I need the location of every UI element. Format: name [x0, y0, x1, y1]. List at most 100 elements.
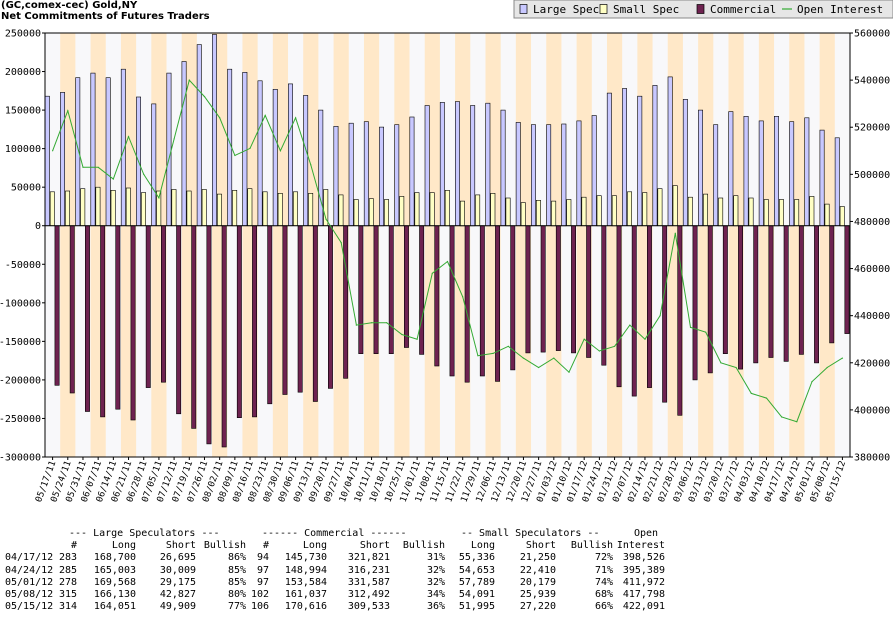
bar-small-spec [794, 199, 800, 227]
column-header-large-short: Short [165, 540, 196, 552]
bar-commercial [236, 225, 242, 418]
open-interest-point [614, 345, 616, 347]
cell-open-interest: 395,389 [622, 564, 665, 576]
bar-commercial [753, 225, 759, 364]
left-axis: 250000 200000 150000 100000 50000 0 -50000 -100… [0, 29, 45, 464]
open-interest-point [659, 315, 661, 317]
bar-small-spec [809, 196, 815, 226]
right-tick-label: 480000 [854, 217, 890, 228]
open-interest-point [264, 114, 266, 116]
left-tick-label: 200000 [5, 67, 41, 78]
bar-commercial [358, 225, 364, 354]
open-interest-point [82, 166, 84, 168]
cell-comm-long: 153,584 [284, 576, 327, 588]
open-interest-point [553, 357, 555, 359]
bar-small-spec [566, 199, 572, 227]
bar-commercial [327, 225, 333, 389]
right-tick-label: 460000 [854, 264, 890, 275]
bar-small-spec [414, 192, 420, 227]
bar-large-spec [105, 77, 111, 226]
open-interest-point [522, 357, 525, 359]
column-header-small-short: Short [525, 540, 556, 552]
bar-large-spec [424, 105, 430, 227]
bar-large-spec [530, 124, 536, 226]
bar-small-spec [308, 193, 314, 227]
bar-small-spec [277, 193, 283, 227]
cell-comm-short: 316,231 [347, 564, 390, 576]
open-interest-point [462, 296, 464, 298]
cell-comm-count: 94 [256, 552, 269, 564]
bar-large-spec [713, 124, 719, 226]
bar-large-spec [789, 121, 795, 227]
cot-table: --- Large Speculators --- ------ Commerc… [0, 528, 700, 613]
column-header-open-interest: Interest [616, 540, 665, 552]
column-header-comm-short: Short [359, 540, 390, 552]
open-interest-point [629, 324, 631, 326]
bar-commercial [419, 225, 425, 355]
bar-commercial [115, 225, 121, 410]
bar-small-spec [718, 197, 724, 227]
cell-small-long: 57,789 [458, 576, 495, 588]
cell-small-long: 54,091 [458, 588, 495, 600]
bar-commercial [479, 225, 485, 377]
bar-large-spec [698, 109, 704, 226]
cell-date: 04/24/12 [5, 564, 54, 576]
cell-large-bullish: 80% [227, 588, 246, 600]
bar-commercial [798, 225, 804, 355]
bar-commercial [267, 225, 273, 405]
bar-series [44, 34, 850, 448]
cell-small-short: 21,250 [519, 552, 556, 564]
cell-large-count: 283 [58, 552, 77, 564]
bar-large-spec [166, 72, 172, 227]
bar-large-spec [196, 44, 202, 227]
bar-large-spec [667, 76, 673, 227]
bar-large-spec [181, 61, 187, 226]
cell-large-bullish: 77% [227, 601, 246, 613]
table-row: 04/17/12 283 168,700 26,695 86% 94 145,730 321,… [0, 552, 700, 564]
cell-date: 05/15/12 [5, 601, 54, 613]
cell-date: 04/17/12 [5, 552, 54, 564]
cell-large-short: 30,009 [159, 564, 196, 576]
bar-small-spec [80, 188, 86, 226]
bar-small-spec [141, 192, 146, 227]
open-interest-point [143, 173, 145, 175]
bar-commercial [707, 225, 713, 374]
open-interest-point [340, 242, 342, 244]
legend-large-spec-swatch [519, 4, 528, 14]
bar-commercial [814, 225, 820, 364]
cell-large-count: 314 [58, 601, 77, 613]
bar-large-spec [728, 111, 734, 226]
open-interest-point [583, 338, 585, 340]
open-interest-point [325, 218, 327, 220]
bar-small-spec [763, 199, 769, 227]
cell-comm-bullish: 31% [426, 552, 445, 564]
bar-commercial [85, 225, 90, 412]
cell-small-short: 22,410 [519, 564, 556, 576]
open-interest-point [538, 366, 540, 369]
bar-small-spec [642, 192, 648, 227]
bar-large-spec [287, 83, 293, 227]
cell-small-short: 25,939 [519, 588, 556, 600]
cell-comm-count: 102 [250, 588, 269, 600]
bar-commercial [646, 225, 652, 388]
cell-large-long: 164,051 [93, 601, 136, 613]
group-large-speculators: --- Large Speculators --- [69, 528, 220, 539]
bar-commercial [388, 225, 394, 354]
open-interest-point [234, 154, 236, 157]
open-interest-point [674, 232, 676, 234]
open-interest-point [386, 322, 388, 324]
bar-large-spec [773, 116, 779, 227]
open-interest-point [765, 397, 768, 399]
cell-large-count: 315 [58, 588, 77, 600]
left-tick-label: -250000 [0, 414, 41, 425]
table-group-header: --- Large Speculators --- ------ Commerc… [0, 528, 700, 540]
bar-large-spec [272, 89, 278, 227]
cell-comm-short: 309,533 [347, 601, 390, 613]
bar-small-spec [95, 186, 101, 226]
left-tick-label: -200000 [0, 375, 41, 386]
open-interest-point [279, 150, 281, 152]
cell-small-bullish: 74% [594, 576, 613, 588]
cell-large-count: 278 [58, 576, 77, 588]
cell-large-short: 26,695 [159, 552, 196, 564]
bar-small-spec [262, 191, 268, 227]
